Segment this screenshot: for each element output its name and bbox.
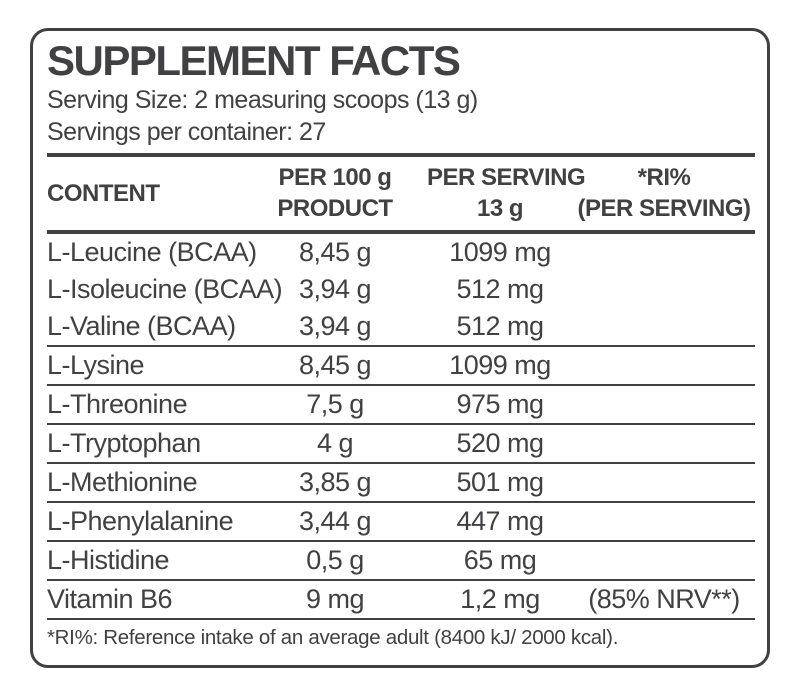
row-ri: (85% NRV**) [588, 584, 740, 615]
row-per-100g: 3,94 g [298, 274, 372, 305]
row-ri [573, 425, 755, 462]
row-name: L-Threonine [47, 389, 188, 420]
header-ri-percent-line2: (PER SERVING) [577, 195, 751, 223]
row-per-serving: 512 mg [456, 311, 544, 342]
row-per-serving: 65 mg [463, 545, 537, 576]
row-per-100g: 3,94 g [298, 311, 372, 342]
divider-top-thick [47, 153, 755, 158]
table-row: L-Tryptophan 4 g 520 mg [47, 423, 755, 462]
supplement-facts-panel: SUPPLEMENT FACTS Serving Size: 2 measuri… [30, 28, 770, 668]
table-row: L-Valine (BCAA) 3,94 g 512 mg [47, 308, 755, 345]
row-name: L-Histidine [47, 545, 170, 576]
row-ri [573, 347, 755, 384]
row-name: L-Lysine [47, 350, 145, 381]
row-name: L-Isoleucine (BCAA) [47, 274, 283, 305]
row-per-serving: 520 mg [456, 428, 544, 459]
table-body: L-Leucine (BCAA) 8,45 g 1099 mg L-Isoleu… [47, 234, 755, 618]
row-name: L-Leucine (BCAA) [47, 237, 257, 268]
row-per-100g: 0,5 g [306, 545, 364, 576]
row-per-serving: 501 mg [456, 467, 544, 498]
table-row: L-Histidine 0,5 g 65 mg [47, 540, 755, 579]
header-per-serving-line2: 13 g [476, 195, 524, 223]
header-content: CONTENT [47, 179, 160, 207]
table-row: Vitamin B6 9 mg 1,2 mg (85% NRV**) [47, 579, 755, 618]
row-per-100g: 9 mg [305, 584, 365, 615]
row-per-serving: 447 mg [456, 506, 544, 537]
row-per-serving: 1099 mg [449, 237, 551, 268]
header-per-100g-line1: PER 100 g [278, 164, 392, 192]
table-row: L-Leucine (BCAA) 8,45 g 1099 mg [47, 234, 755, 271]
row-ri [573, 386, 755, 423]
header-per-serving: PER SERVING 13 g [427, 162, 586, 224]
table-row: L-Threonine 7,5 g 975 mg [47, 384, 755, 423]
row-per-100g: 7,5 g [306, 389, 364, 420]
table-row: L-Phenylalanine 3,44 g 447 mg [47, 501, 755, 540]
row-name: L-Methionine [47, 467, 198, 498]
header-per-serving-line1: PER SERVING [427, 164, 586, 192]
row-per-serving: 1,2 mg [460, 584, 540, 615]
divider-bottom-thin [47, 618, 755, 621]
row-per-100g: 3,44 g [298, 506, 372, 537]
header-per-100g: PER 100 g PRODUCT [243, 162, 427, 224]
row-per-100g: 3,85 g [298, 467, 372, 498]
table-row: L-Isoleucine (BCAA) 3,94 g 512 mg [47, 271, 755, 308]
panel-title: SUPPLEMENT FACTS [47, 37, 461, 84]
row-ri [573, 308, 755, 345]
row-ri [573, 271, 755, 308]
row-ri [573, 234, 755, 271]
row-name: Vitamin B6 [47, 584, 173, 615]
row-per-serving: 1099 mg [449, 350, 551, 381]
row-per-serving: 975 mg [456, 389, 544, 420]
row-ri [573, 503, 755, 540]
row-per-100g: 8,45 g [298, 237, 372, 268]
row-ri [573, 542, 755, 579]
table-header-row: CONTENT PER 100 g PRODUCT PER SERVING 13… [47, 157, 755, 230]
header-ri-percent-line1: *RI% [637, 164, 691, 192]
row-ri [573, 464, 755, 501]
row-per-serving: 512 mg [456, 274, 544, 305]
table-row: L-Lysine 8,45 g 1099 mg [47, 345, 755, 384]
row-name: L-Tryptophan [47, 428, 201, 459]
row-per-100g: 4 g [316, 428, 354, 459]
divider-header-thick [47, 230, 755, 235]
table-row: L-Methionine 3,85 g 501 mg [47, 462, 755, 501]
row-per-100g: 8,45 g [298, 350, 372, 381]
servings-per-container-text: Servings per container: 27 [47, 118, 326, 147]
row-name: L-Valine (BCAA) [47, 311, 236, 342]
row-name: L-Phenylalanine [47, 506, 234, 537]
serving-size-text: Serving Size: 2 measuring scoops (13 g) [47, 86, 478, 115]
footnote: *RI%: Reference intake of an average adu… [47, 626, 619, 650]
header-per-100g-line2: PRODUCT [277, 195, 393, 223]
header-ri-percent: *RI% (PER SERVING) [573, 162, 755, 224]
